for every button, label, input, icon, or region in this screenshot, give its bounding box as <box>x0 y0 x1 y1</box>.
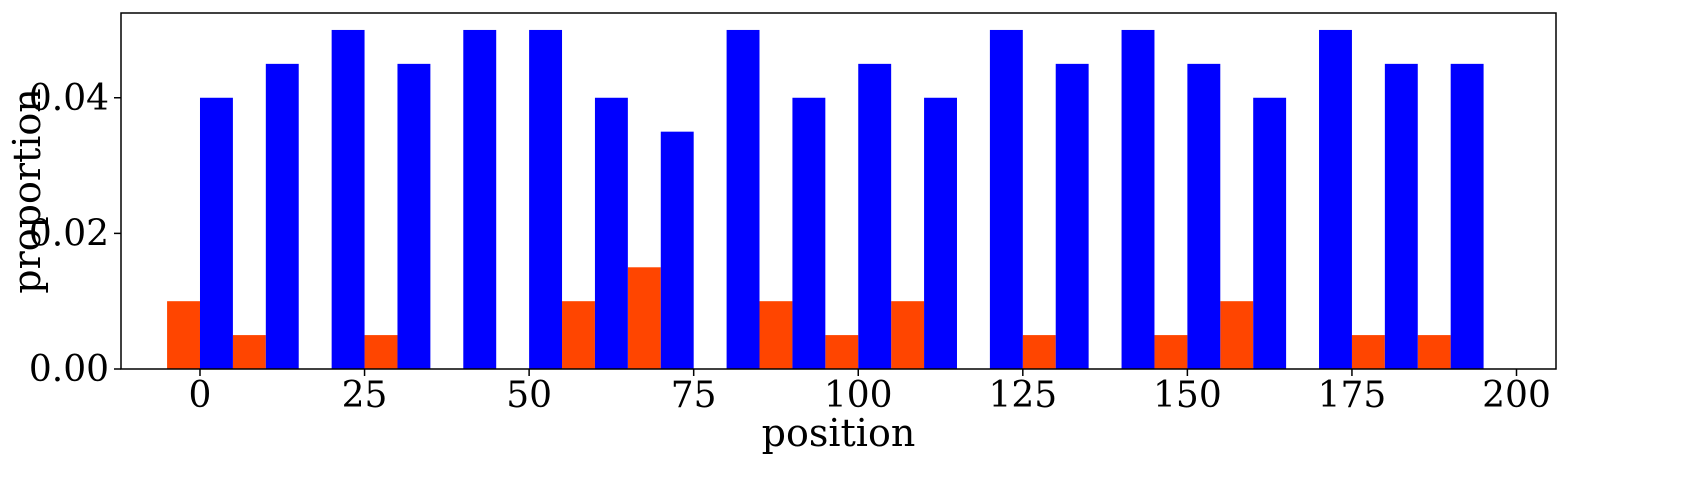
bar-series2-13 <box>1055 63 1089 369</box>
x-tick-label: 0 <box>189 375 212 416</box>
bar-series1-0 <box>167 301 200 369</box>
bar-series2-7 <box>660 131 694 369</box>
bar-series1-9 <box>759 301 793 369</box>
bar-series2-17 <box>1319 29 1352 369</box>
bar-series1-3 <box>364 335 398 369</box>
x-tick-label: 25 <box>342 375 388 416</box>
x-tick-label: 75 <box>671 375 717 416</box>
bar-series2-5 <box>529 29 563 369</box>
bar-series2-10 <box>858 63 892 369</box>
bar-series1-1 <box>232 335 266 369</box>
y-tick-label: 0.04 <box>29 78 109 119</box>
bar-series1-15 <box>1154 335 1188 369</box>
y-tick-label: 0.00 <box>29 349 109 390</box>
bar-series2-11 <box>924 97 957 369</box>
bar-series2-18 <box>1384 63 1418 369</box>
plot-frame <box>120 12 1557 370</box>
bar-series2-2 <box>331 29 365 369</box>
x-tick-label: 150 <box>1153 375 1222 416</box>
bar-series2-1 <box>265 63 299 369</box>
x-tick-label: 200 <box>1482 375 1551 416</box>
bar-series1-10 <box>825 335 859 369</box>
bar-series2-12 <box>989 29 1023 369</box>
bar-series2-6 <box>594 97 628 369</box>
bar-series2-0 <box>199 97 233 369</box>
x-tick-label: 100 <box>824 375 893 416</box>
bar-series2-16 <box>1253 97 1287 369</box>
bar-series1-19 <box>1417 335 1451 369</box>
bar-series1-11 <box>891 301 925 369</box>
bar-series2-19 <box>1450 63 1484 369</box>
bar-series2-3 <box>397 63 431 369</box>
bar-series2-14 <box>1121 29 1155 369</box>
x-tick-label: 175 <box>1318 375 1387 416</box>
bars-layer <box>167 29 1484 369</box>
bar-series2-15 <box>1187 63 1221 369</box>
x-axis-ticks: 0 25 50 75 100 125 150 175 200 <box>189 369 1551 416</box>
bar-series1-16 <box>1220 301 1254 369</box>
y-tick-label: 0.02 <box>29 213 109 254</box>
bar-series2-8 <box>726 29 760 369</box>
x-axis-label: position <box>762 411 916 455</box>
bar-series1-13 <box>1022 335 1056 369</box>
bar-series1-7 <box>627 267 661 369</box>
x-tick-label: 125 <box>988 375 1057 416</box>
y-axis-label: proportion <box>5 88 49 294</box>
y-axis-ticks: 0.00 0.02 0.04 <box>29 78 121 390</box>
x-tick-label: 50 <box>506 375 552 416</box>
bar-series2-9 <box>792 97 826 369</box>
bar-series2-4 <box>463 29 497 369</box>
bar-series1-6 <box>562 301 595 369</box>
bar-series1-18 <box>1351 335 1385 369</box>
